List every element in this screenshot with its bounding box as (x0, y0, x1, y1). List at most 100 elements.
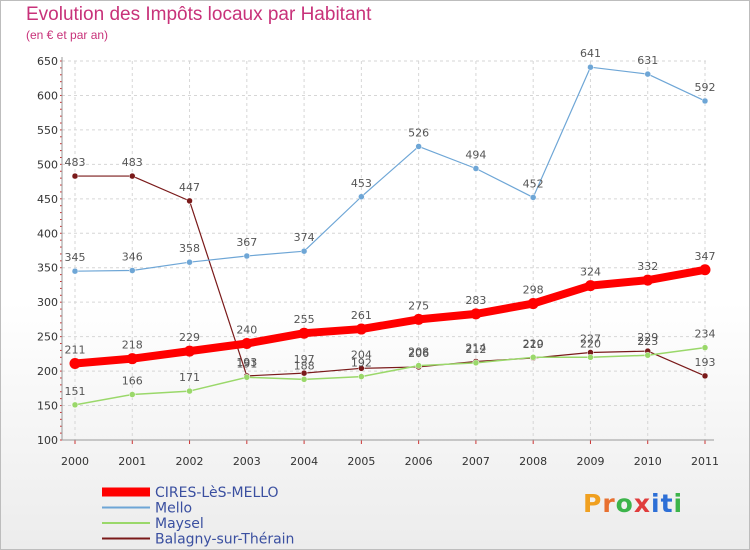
data-label-maysel: 151 (65, 385, 86, 398)
data-label-balagny-sur-therain: 227 (580, 332, 601, 345)
data-point-maysel (186, 387, 193, 395)
data-point-maysel (415, 362, 422, 369)
x-tick-label: 2007 (462, 455, 490, 468)
data-point-mello (472, 165, 480, 172)
data-label-balagny-sur-therain: 206 (408, 347, 429, 360)
data-point-mello (129, 267, 136, 274)
legend-label-balagny-sur-therain: Balagny-sur-Thérain (155, 532, 294, 548)
data-label-mello: 631 (637, 54, 658, 67)
data-point-mello (300, 247, 308, 255)
data-point-balagny-sur-therain (129, 172, 136, 180)
data-label-maysel: 192 (351, 357, 372, 370)
data-point-maysel (129, 391, 136, 398)
logo-letter: x (633, 489, 651, 518)
data-point-maysel (472, 359, 480, 367)
data-label-balagny-sur-therain: 219 (523, 338, 544, 351)
data-label-mello: 494 (465, 148, 486, 161)
logo-letter: t (660, 489, 674, 518)
y-tick-label: 650 (37, 55, 58, 68)
data-label-balagny-sur-therain: 483 (65, 156, 86, 169)
data-point-mello (415, 143, 422, 150)
data-label-maysel: 166 (122, 375, 143, 388)
data-label-maysel: 212 (465, 343, 486, 356)
data-label-cires-les-mello: 255 (294, 313, 315, 326)
data-label-balagny-sur-therain: 204 (351, 348, 372, 361)
data-label-mello: 346 (122, 250, 143, 263)
data-point-maysel (587, 354, 594, 361)
y-tick-label: 600 (37, 89, 58, 102)
proxiti-logo: Proxiti (583, 489, 683, 518)
y-tick-label: 300 (37, 296, 58, 309)
data-point-mello (186, 258, 193, 266)
data-point-mello (529, 194, 537, 201)
data-label-mello: 358 (179, 242, 200, 255)
data-label-maysel: 220 (523, 337, 544, 350)
chart-title: Evolution des Impôts locaux par Habitant (26, 4, 372, 25)
data-point-mello (587, 63, 594, 71)
grid (62, 60, 706, 441)
data-point-cires-les-mello (642, 274, 654, 286)
data-label-balagny-sur-therain: 229 (637, 331, 658, 344)
data-point-balagny-sur-therain (701, 372, 709, 380)
data-point-balagny-sur-therain (358, 365, 365, 372)
x-tick-label: 2001 (118, 455, 146, 468)
x-tick-label: 2011 (691, 455, 719, 468)
data-point-cires-les-mello (298, 327, 310, 339)
x-tick-label: 2000 (61, 455, 89, 468)
data-label-balagny-sur-therain: 193 (695, 356, 716, 369)
data-point-mello (243, 252, 251, 260)
data-point-maysel (529, 354, 537, 361)
data-point-cires-les-mello (470, 308, 482, 320)
data-point-mello (71, 267, 79, 275)
data-label-cires-les-mello: 211 (65, 344, 86, 357)
x-tick-label: 2008 (519, 455, 547, 468)
data-label-mello: 452 (523, 177, 544, 190)
x-tick-label: 2003 (233, 455, 261, 468)
data-labels: 483 483 447 193 197 204 206 214 219 227 229 193 151 1… (65, 47, 716, 398)
data-label-mello: 453 (351, 177, 372, 190)
series-line-mello (74, 66, 706, 272)
legend: CIRES-LèS-MELLOMelloMayselBalagny-sur-Th… (102, 485, 294, 548)
data-point-cires-les-mello (584, 280, 596, 292)
data-label-cires-les-mello: 283 (465, 294, 486, 307)
y-tick-label: 400 (37, 227, 58, 240)
data-label-mello: 641 (580, 47, 601, 60)
y-tick-label: 450 (37, 193, 58, 206)
chart-subtitle: (en € et par an) (26, 28, 109, 42)
data-point-maysel (243, 374, 251, 381)
data-label-balagny-sur-therain: 214 (465, 341, 486, 354)
x-tick-label: 2009 (576, 455, 604, 468)
data-label-cires-les-mello: 261 (351, 309, 372, 322)
data-label-cires-les-mello: 229 (179, 331, 200, 344)
logo-letter: i (651, 489, 661, 518)
data-label-mello: 526 (408, 126, 429, 139)
data-label-maysel: 223 (637, 335, 658, 348)
series-layer (69, 63, 711, 409)
y-tick-label: 500 (37, 158, 58, 171)
data-point-balagny-sur-therain (186, 197, 193, 205)
data-label-cires-les-mello: 298 (523, 284, 544, 297)
logo-letter: i (673, 489, 684, 518)
y-tick-label: 150 (37, 400, 58, 413)
logo-letter: P (583, 489, 603, 518)
data-point-maysel (358, 373, 365, 380)
legend-label-cires-les-mello: CIRES-LèS-MELLO (155, 485, 279, 501)
data-label-maysel: 188 (294, 359, 315, 372)
axes: 100 150 200 250 300 350 400 450 500 550 600 650 2000… (37, 55, 719, 468)
data-label-maysel: 220 (580, 337, 601, 350)
series-line-balagny-sur-therain (74, 175, 706, 377)
data-label-mello: 592 (695, 81, 716, 94)
legend-label-mello: Mello (155, 501, 192, 517)
legend-label-maysel: Maysel (155, 516, 204, 532)
x-tick-label: 2006 (405, 455, 433, 468)
y-tick-label: 250 (37, 331, 58, 344)
data-point-maysel (644, 351, 651, 359)
data-point-cires-les-mello (126, 353, 138, 365)
y-tick-label: 350 (37, 262, 58, 275)
data-label-cires-les-mello: 275 (408, 299, 429, 312)
data-label-cires-les-mello: 240 (236, 324, 257, 337)
data-point-cires-les-mello (69, 358, 81, 370)
data-label-cires-les-mello: 218 (122, 339, 143, 352)
data-label-balagny-sur-therain: 193 (236, 356, 257, 369)
